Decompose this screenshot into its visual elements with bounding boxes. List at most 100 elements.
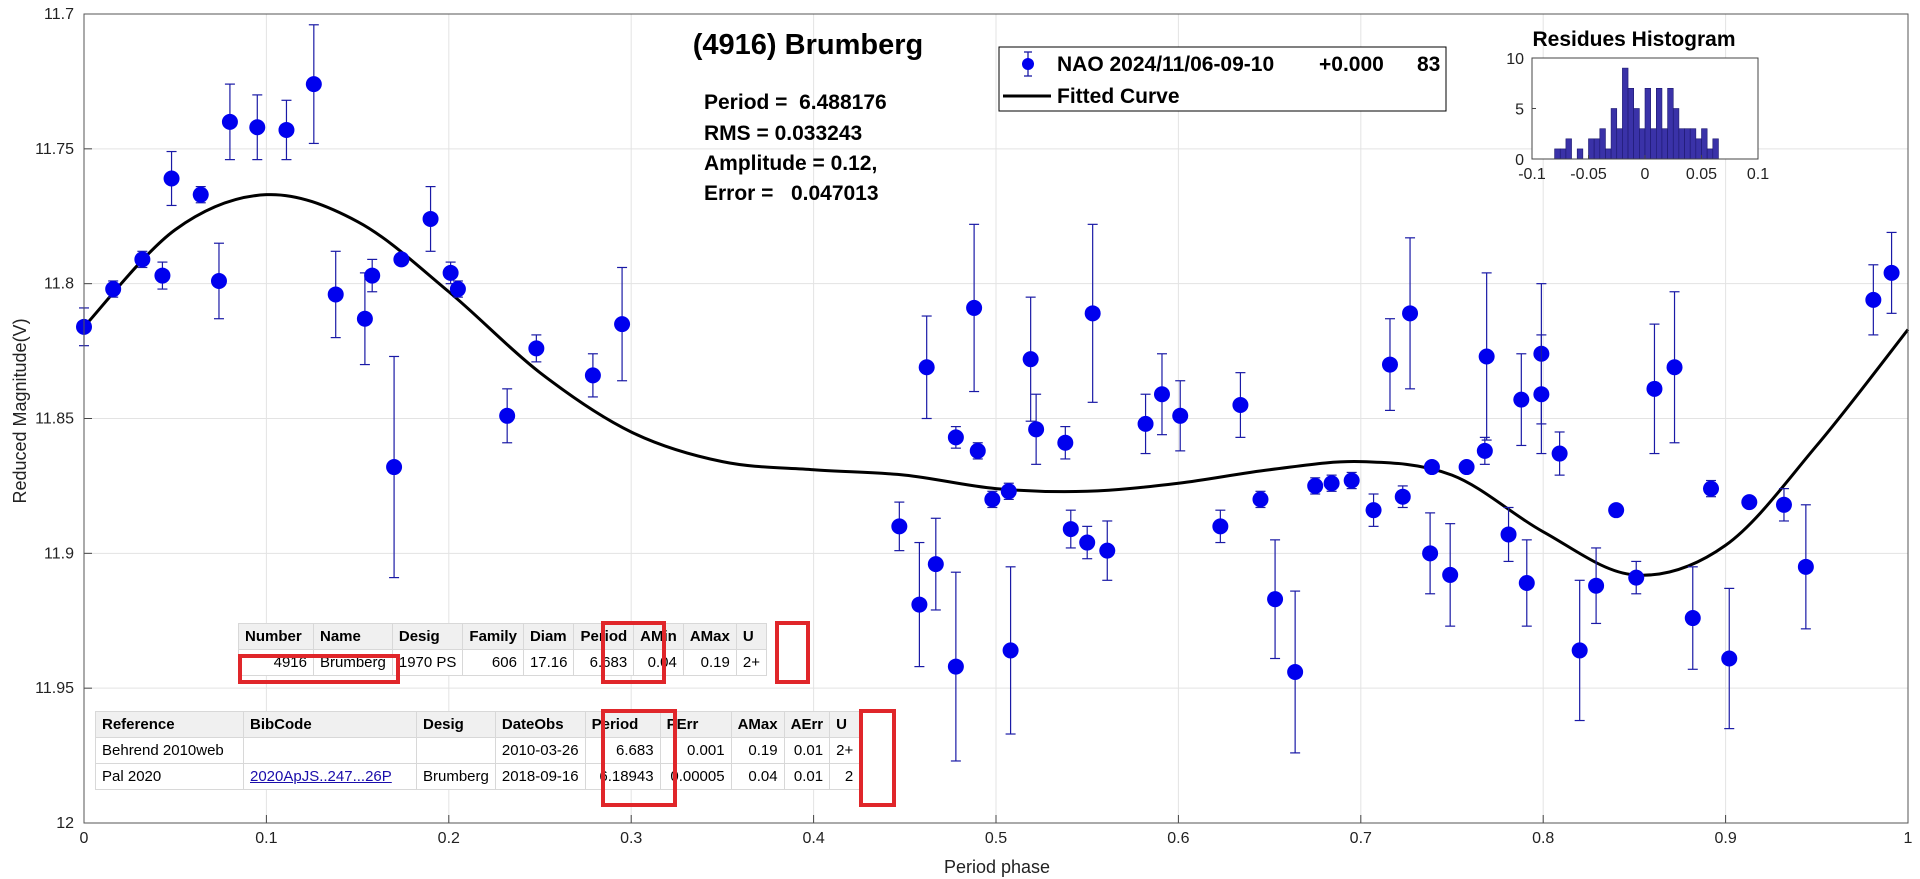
cell-desig: [416, 737, 496, 764]
point-marker: [966, 299, 983, 316]
col-reference: Reference: [95, 711, 244, 738]
histogram-bar: [1661, 128, 1668, 160]
data-point: [1571, 579, 1588, 722]
x-tick-label: 0.3: [620, 830, 642, 847]
col-aerr: AErr: [783, 711, 831, 738]
data-point: [1057, 425, 1074, 460]
legend-series-count: 83: [1417, 53, 1440, 76]
data-point: [1865, 264, 1882, 336]
point-marker: [584, 367, 601, 384]
col-u: U: [829, 711, 861, 738]
bibcode-link[interactable]: 2020ApJS..247...26P: [243, 763, 417, 790]
col-name: Name: [313, 623, 393, 650]
cell-perr: 0.001: [659, 737, 732, 764]
histogram-bar: [1695, 138, 1702, 160]
data-point: [1062, 509, 1079, 549]
point-marker: [499, 407, 516, 424]
data-point: [163, 150, 180, 207]
point-marker: [1608, 502, 1625, 519]
histogram-x-tick-label: -0.05: [1570, 166, 1607, 183]
point-marker: [449, 281, 466, 298]
point-marker: [1084, 305, 1101, 322]
histogram-x-tick-label: 0.05: [1686, 166, 1717, 183]
data-point: [1252, 490, 1269, 509]
data-point: [154, 261, 171, 290]
data-point: [210, 242, 227, 320]
cell-amax: 0.19: [730, 737, 785, 764]
data-point: [1307, 477, 1324, 495]
point-marker: [927, 556, 944, 573]
data-point: [1533, 334, 1550, 455]
cell-period: 6.18943: [584, 763, 661, 790]
histogram-bar: [1633, 108, 1640, 160]
data-point: [1232, 372, 1249, 438]
data-point: [969, 442, 986, 460]
data-point: [1422, 512, 1439, 595]
table-row: Pal 2020 2020ApJS..247...26P Brumberg 20…: [95, 763, 861, 790]
point-marker: [386, 459, 403, 476]
histogram-x-tick-label: -0.1: [1518, 166, 1546, 183]
data-point: [1287, 590, 1304, 754]
data-point: [1741, 494, 1758, 511]
data-point: [1002, 566, 1019, 735]
point-marker: [1684, 610, 1701, 627]
cell-dateobs: 2018-09-16: [494, 763, 586, 790]
point-marker: [1500, 526, 1517, 543]
data-point: [947, 571, 964, 762]
data-point: [249, 94, 266, 161]
points-layer: [76, 24, 1900, 762]
point-marker: [1153, 386, 1170, 403]
data-point: [1343, 471, 1360, 490]
data-point: [1721, 587, 1738, 730]
data-point: [1703, 479, 1720, 498]
table-row: 4916 Brumberg 1970 PS 606 17.16 6.683 0.…: [238, 649, 767, 676]
y-axis-label: Reduced Magnitude(V): [10, 318, 30, 503]
histogram-bar: [1565, 138, 1572, 160]
cell-aerr: 0.01: [783, 763, 831, 790]
data-point: [1323, 474, 1340, 492]
point-marker: [1307, 477, 1324, 494]
point-marker: [1267, 591, 1284, 608]
y-tick-label: 11.85: [35, 411, 74, 428]
table-row: Behrend 2010web 2010-03-26 6.683 0.001 0…: [95, 737, 861, 764]
cell-dateobs: 2010-03-26: [494, 737, 586, 764]
y-tick-label: 12: [56, 815, 74, 832]
histogram-bar: [1706, 148, 1714, 160]
point-marker: [1028, 421, 1045, 438]
point-marker: [1533, 386, 1550, 403]
x-tick-label: 0: [80, 830, 89, 847]
point-marker: [134, 251, 151, 268]
point-marker: [221, 113, 238, 130]
y-tick-label: 11.75: [35, 141, 74, 158]
point-marker: [422, 210, 439, 227]
point-marker: [1865, 291, 1882, 308]
point-marker: [1099, 542, 1116, 559]
asteroid-table-header: Number Name Desig Family Diam Period AMi…: [238, 623, 767, 650]
point-marker: [1079, 534, 1096, 551]
data-point: [1267, 539, 1284, 660]
plot-frame: [83, 13, 1909, 824]
histogram-bar: [1644, 88, 1651, 160]
point-marker: [1423, 459, 1440, 476]
histogram-bars: [1554, 67, 1719, 160]
point-marker: [911, 596, 928, 613]
data-point: [449, 280, 466, 298]
info-rms: RMS = 0.033243: [704, 122, 862, 145]
point-marker: [1571, 642, 1588, 659]
data-point: [1588, 547, 1605, 625]
data-point: [134, 250, 151, 269]
data-point: [1079, 525, 1096, 560]
point-marker: [249, 119, 266, 136]
data-point: [305, 24, 322, 145]
legend: NAO 2024/11/06-09-10 +0.000 83 Fitted Cu…: [998, 46, 1447, 112]
col-u: U: [735, 623, 767, 650]
residues-histogram: -0.1 -0.05 0 0.05 0.1 0 5 10 Residues Histogram: [1506, 28, 1769, 183]
histogram-bar: [1712, 138, 1719, 160]
point-marker: [918, 359, 935, 376]
point-marker: [891, 518, 908, 535]
col-desig: Desig: [416, 711, 496, 738]
col-amax: AMax: [730, 711, 785, 738]
point-marker: [1022, 351, 1039, 368]
point-marker: [1775, 496, 1792, 513]
x-tick-label: 0.8: [1532, 830, 1554, 847]
